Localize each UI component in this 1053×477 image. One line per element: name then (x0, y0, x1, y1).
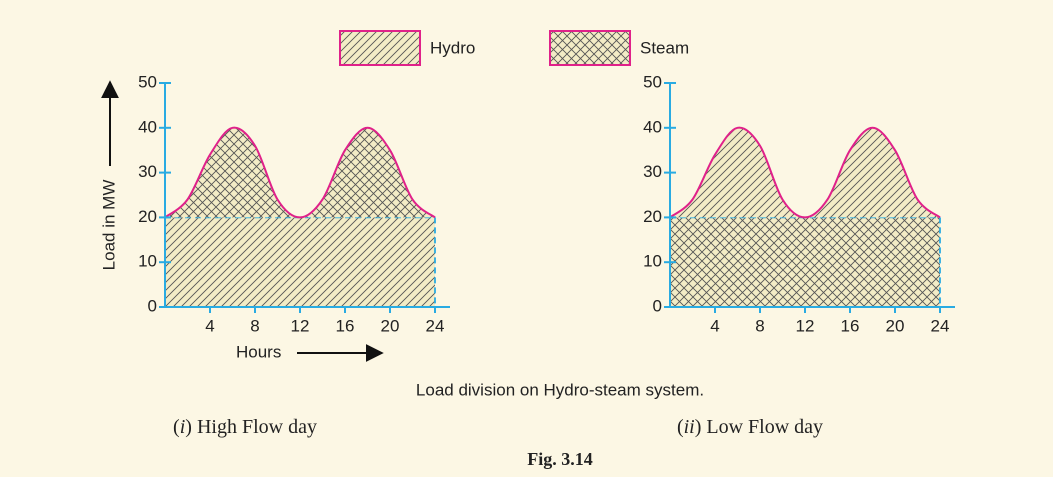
area (670, 127, 940, 218)
x-tick-label: 12 (796, 316, 815, 335)
y-tick-label: 0 (148, 296, 157, 315)
legend-label: Steam (640, 38, 689, 57)
subtitle: (i) High Flow day (173, 416, 317, 438)
y-tick-label: 20 (643, 207, 662, 226)
x-tick-label: 16 (841, 316, 860, 335)
subtitle-part: i (180, 416, 186, 438)
subtitle: (ii) Low Flow day (677, 416, 823, 438)
x-tick-label: 4 (205, 316, 214, 335)
y-tick-label: 50 (138, 72, 157, 91)
area (670, 217, 940, 307)
subtitle-part: ( (677, 416, 684, 438)
subtitle-part: ) High Flow day (185, 416, 317, 438)
load-curve (164, 126, 436, 219)
y-tick-label: 30 (138, 162, 157, 181)
x-axis-label: Hours (236, 342, 281, 361)
x-tick-label: 24 (931, 316, 950, 335)
y-tick-label: 40 (138, 117, 157, 136)
y-tick-label: 0 (653, 296, 662, 315)
x-tick-label: 8 (755, 316, 764, 335)
y-tick-label: 40 (643, 117, 662, 136)
legend-swatch (549, 30, 631, 66)
y-tick-label: 50 (643, 72, 662, 91)
legend-swatch (339, 30, 421, 66)
x-tick-label: 4 (710, 316, 719, 335)
y-tick-label: 20 (138, 207, 157, 226)
y-tick-label: 10 (643, 252, 662, 271)
caption: Load division on Hydro-steam system. (416, 380, 704, 399)
load-curve (669, 126, 941, 219)
y-tick-label: 30 (643, 162, 662, 181)
x-tick-label: 16 (336, 316, 355, 335)
subtitle-part: ii (684, 416, 695, 438)
subtitle-part: ( (173, 416, 180, 438)
figure-label: Fig. 3.14 (527, 449, 593, 469)
x-tick-label: 8 (250, 316, 259, 335)
area (165, 217, 435, 307)
x-tick-label: 24 (426, 316, 445, 335)
y-axis-label: Load in MW (99, 180, 118, 271)
y-tick-label: 10 (138, 252, 157, 271)
x-tick-label: 20 (886, 316, 905, 335)
x-tick-label: 20 (381, 316, 400, 335)
subtitle-part: ) Low Flow day (695, 416, 823, 438)
x-tick-label: 12 (291, 316, 310, 335)
area (165, 127, 435, 218)
legend-label: Hydro (430, 38, 475, 57)
